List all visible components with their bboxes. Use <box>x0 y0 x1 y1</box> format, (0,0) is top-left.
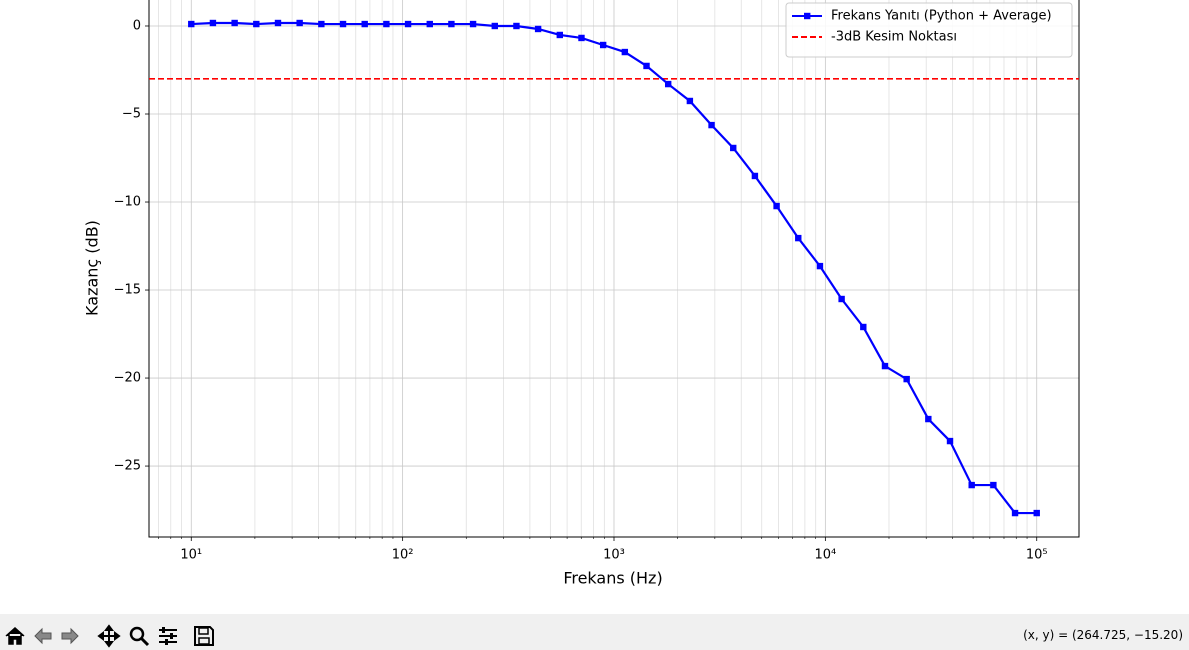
data-point <box>556 31 564 39</box>
data-point <box>968 481 975 489</box>
data-point <box>404 20 412 28</box>
data-point <box>383 20 390 28</box>
axes-frame <box>148 0 1080 538</box>
data-point <box>318 20 325 28</box>
data-point <box>513 22 520 30</box>
pan-button[interactable] <box>97 624 121 648</box>
forward-button[interactable] <box>58 624 82 648</box>
x-tick-label: 10² <box>392 548 414 563</box>
y-tick-label: −5 <box>122 107 141 122</box>
legend-marker <box>804 12 811 20</box>
data-point <box>925 415 932 423</box>
data-point <box>274 19 282 27</box>
y-axis-label: Kazanç (dB) <box>83 220 102 316</box>
x-tick-label: 10⁴ <box>814 548 836 563</box>
x-tick-label: 10¹ <box>180 548 202 563</box>
data-point <box>816 262 824 270</box>
data-point <box>188 20 195 28</box>
zoom-button[interactable] <box>127 624 151 648</box>
y-tick-label: −25 <box>114 459 141 474</box>
data-point <box>209 19 217 27</box>
configure-button[interactable] <box>156 624 180 648</box>
data-point <box>946 437 954 445</box>
data-point <box>599 41 607 49</box>
y-tick-label: −20 <box>114 371 141 386</box>
data-point <box>491 22 498 30</box>
y-tick-label: −15 <box>114 283 141 298</box>
y-tick-label: −10 <box>114 195 141 210</box>
series-line <box>191 21 1037 515</box>
back-button[interactable] <box>31 624 55 648</box>
legend-box <box>785 2 1073 58</box>
data-point <box>990 481 997 489</box>
data-point <box>664 80 672 88</box>
data-point <box>795 234 802 242</box>
y-tick-label: 0 <box>133 18 141 33</box>
data-point <box>860 323 867 331</box>
data-point <box>751 172 759 180</box>
cursor-status: (x, y) = (264.725, −15.20) <box>1023 628 1183 642</box>
data-point <box>881 362 889 370</box>
legend-label: Frekans Yanıtı (Python + Average) <box>831 9 1052 24</box>
save-button[interactable] <box>192 624 216 648</box>
data-point <box>1011 509 1019 517</box>
data-point <box>361 20 368 28</box>
data-point <box>686 97 694 105</box>
data-point <box>339 20 347 28</box>
toolbar: (x, y) = (264.725, −15.20) <box>0 614 1189 650</box>
data-point <box>578 34 585 42</box>
chart: Frekans (Hz) Kazanç (dB) 10¹ 10² 10³ 10⁴ 10⁵… <box>83 0 1080 588</box>
data-point <box>621 48 629 56</box>
x-axis-label: Frekans (Hz) <box>563 569 662 588</box>
data-point <box>773 202 780 210</box>
data-point <box>231 19 238 27</box>
legend-label: -3dB Kesim Noktası <box>831 30 957 45</box>
data-point <box>296 19 303 27</box>
data-point <box>448 20 455 28</box>
home-button[interactable] <box>3 624 27 648</box>
data-point <box>469 20 477 28</box>
data-point <box>1033 509 1040 517</box>
x-tick-label: 10⁵ <box>1026 548 1048 563</box>
x-tick-label: 10³ <box>603 548 625 563</box>
data-point <box>643 62 650 70</box>
data-point <box>253 20 260 28</box>
data-point <box>838 295 845 303</box>
data-point <box>903 375 910 383</box>
data-point <box>730 144 737 152</box>
data-point <box>708 121 715 129</box>
data-point <box>426 20 433 28</box>
data-point <box>534 25 542 33</box>
